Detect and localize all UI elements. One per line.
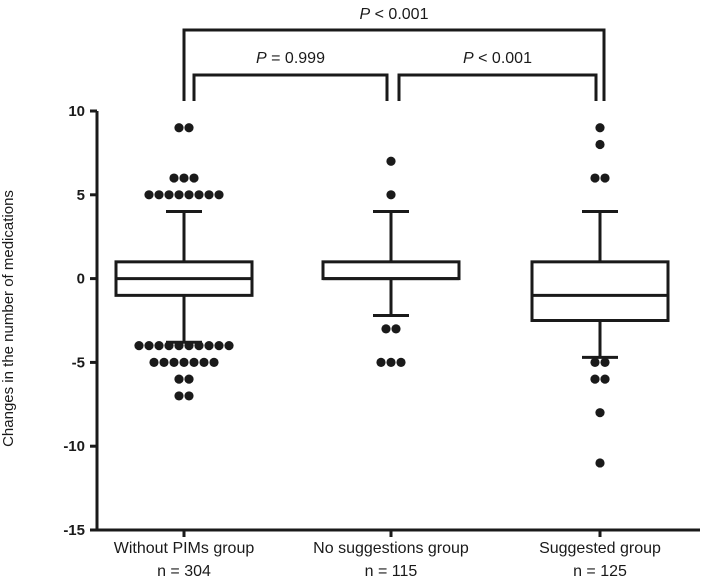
outlier-point [154,341,164,351]
box-group [530,210,670,359]
outlier-point [149,357,159,367]
box-group [114,210,254,344]
outlier-point [134,341,144,351]
outlier-point [376,357,386,367]
outlier-point [184,391,194,401]
outlier-point [184,123,194,133]
outlier-point [174,190,184,200]
outlier-point [194,341,204,351]
outlier-point [595,458,605,468]
y-axis-title: Changes in the number of medications [0,190,17,447]
outlier-point [179,357,189,367]
outlier-point [204,341,214,351]
p-value-text: = 0.999 [267,50,325,67]
sample-size-label: n = 125 [573,563,627,578]
category-label: Without PIMs group [114,540,255,557]
p-value-label: P < 0.001 [360,6,429,23]
outlier-point [199,357,209,367]
axis-layer: 10 5 0 -5 -10 -15 [63,103,700,539]
outlier-point [174,123,184,133]
outlier-point [159,357,169,367]
p-value-text: < 0.001 [370,6,428,23]
outlier-point [391,324,401,334]
box-group [321,210,461,317]
outlier-point [209,357,219,367]
iqr-box [321,260,461,281]
outlier-point [164,341,174,351]
outlier-layer [134,123,610,468]
outlier-point [144,341,154,351]
outlier-point [184,341,194,351]
outlier-point [590,357,600,367]
outlier-point [595,408,605,418]
category-label: Suggested group [539,540,661,557]
outlier-point [184,374,194,384]
outlier-point [194,190,204,200]
outlier-point [144,190,154,200]
outlier-point [184,190,194,200]
y-tick-label: -5 [72,354,85,371]
y-tick-label: 5 [77,187,85,204]
significance-bracket [192,73,389,101]
outlier-point [600,357,610,367]
outlier-point [386,190,396,200]
category-label: No suggestions group [313,540,469,557]
outlier-point [590,173,600,183]
label-layer: Changes in the number of medications With… [0,190,661,578]
outlier-point [396,357,406,367]
box-layer [114,210,670,359]
outlier-point [204,190,214,200]
significance-bracket [397,73,598,101]
outlier-point [169,173,179,183]
outlier-point [179,173,189,183]
outlier-point [174,374,184,384]
outlier-point [381,324,391,334]
outlier-point [600,173,610,183]
y-tick-label: 0 [77,271,85,288]
p-symbol: P [360,6,371,23]
outlier-point [164,190,174,200]
p-symbol: P [463,50,474,67]
p-symbol: P [256,50,267,67]
outlier-point [600,374,610,384]
p-value-text: < 0.001 [474,50,532,67]
y-tick-label: -15 [63,522,85,539]
outlier-point [386,156,396,166]
significance-bracket [182,28,606,101]
outlier-point [595,123,605,133]
outlier-point [189,357,199,367]
y-tick-label: 10 [68,103,85,120]
outlier-point [590,374,600,384]
outlier-point [174,341,184,351]
y-tick-label: -10 [63,438,85,455]
outlier-point [224,341,234,351]
sample-size-label: n = 115 [365,563,418,578]
outlier-point [214,190,224,200]
p-value-label: P < 0.001 [463,50,532,67]
outlier-point [214,341,224,351]
outlier-point [189,173,199,183]
outlier-point [169,357,179,367]
outlier-point [386,357,396,367]
sample-size-label: n = 304 [157,563,211,578]
p-value-label: P = 0.999 [256,50,325,67]
outlier-point [154,190,164,200]
iqr-box [530,260,670,322]
outlier-point [595,139,605,150]
outlier-point [174,391,184,401]
